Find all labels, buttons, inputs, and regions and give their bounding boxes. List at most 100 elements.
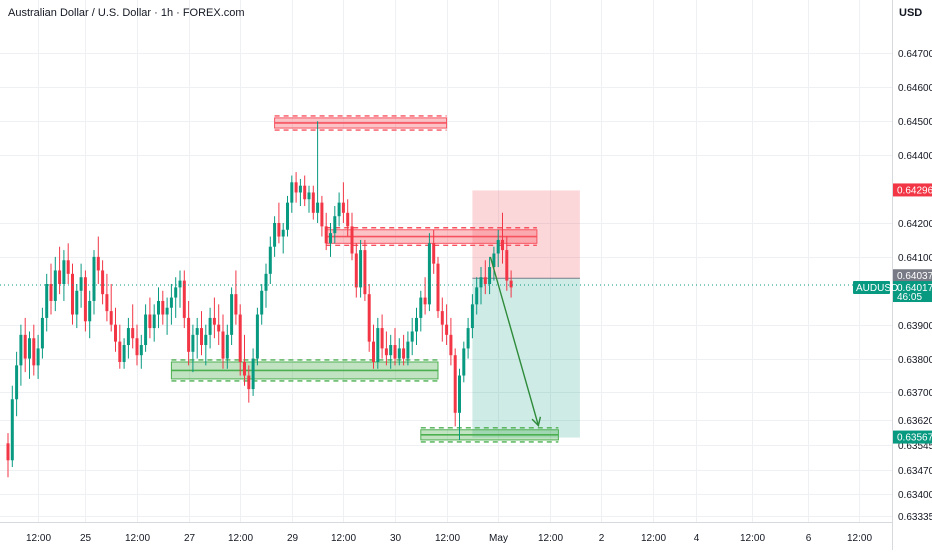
candle-body — [372, 341, 375, 362]
candle-body — [217, 324, 221, 332]
candle — [49, 263, 53, 315]
candle-body — [427, 243, 431, 305]
candle — [71, 263, 74, 325]
candle — [316, 121, 320, 223]
time-tick-label: 27 — [184, 533, 196, 544]
candle — [419, 290, 423, 332]
candle-body — [311, 192, 315, 213]
time-tick-label: 12:00 — [641, 533, 666, 544]
candle — [333, 206, 337, 244]
time-tick-label: 12:00 — [847, 533, 872, 544]
candle — [402, 334, 406, 366]
candle — [161, 290, 165, 325]
time-tick-label: 25 — [80, 533, 92, 544]
candle — [126, 317, 130, 359]
candle — [449, 317, 453, 366]
price-tick-label: 0.63800 — [898, 355, 932, 366]
candle — [376, 317, 380, 369]
candle — [195, 317, 199, 359]
candle-body — [165, 307, 169, 315]
candle-body — [320, 202, 324, 227]
take-profit-zone[interactable] — [472, 278, 580, 438]
projection-arrow-head — [531, 416, 542, 427]
candle — [320, 195, 324, 237]
candle — [479, 267, 483, 305]
candle — [75, 284, 79, 329]
price-tag-value: 0.64017 — [897, 283, 932, 294]
candle-body — [264, 273, 268, 291]
price-tick-label: 0.63335 — [898, 512, 932, 523]
candle — [243, 334, 246, 386]
candle — [238, 304, 242, 376]
candle — [462, 341, 466, 383]
overlays[interactable] — [0, 256, 892, 427]
candle-body — [423, 297, 427, 305]
candle — [359, 239, 363, 298]
candle — [118, 324, 122, 369]
price-tick-label: 0.64100 — [898, 253, 932, 264]
candle — [174, 277, 178, 318]
resistance-zone[interactable] — [274, 115, 448, 131]
candle — [384, 331, 388, 366]
candle — [169, 284, 173, 325]
price-countdown: 46:05 — [897, 292, 922, 303]
support-zone[interactable] — [170, 359, 439, 382]
candle — [260, 284, 264, 325]
price-axis[interactable]: 0.64700 0.64600 0.64500 0.64400 0.64200 0.641… — [898, 49, 932, 523]
time-tick-label: May — [489, 533, 508, 544]
candle — [225, 324, 229, 369]
candle-body — [415, 317, 418, 332]
candle-body — [114, 324, 117, 342]
time-axis[interactable]: 12:00 25 12:00 27 12:00 29 12:00 30 12:00 May 12:0… — [26, 533, 872, 544]
candle-body — [393, 345, 397, 359]
price-tick-label: 0.63700 — [898, 388, 932, 399]
candle — [264, 263, 268, 308]
candle-body — [79, 277, 83, 291]
candle — [303, 175, 307, 207]
candle-body — [350, 226, 354, 254]
candle-body — [384, 348, 388, 356]
support-zone[interactable] — [420, 427, 559, 443]
candle-body — [363, 250, 367, 295]
candle-body — [195, 328, 199, 335]
candle-body — [109, 311, 113, 325]
time-tick-label: 6 — [806, 533, 812, 544]
candle-body — [174, 287, 178, 298]
candle-body — [139, 345, 143, 356]
price-tag: 0.64037 — [893, 269, 932, 283]
stop-loss-zone[interactable] — [472, 190, 580, 279]
candle-body — [71, 273, 74, 315]
currency-label: USD — [899, 7, 922, 19]
candle-body — [273, 222, 277, 247]
candle — [204, 324, 208, 366]
candle — [380, 314, 384, 359]
candle-body — [255, 314, 259, 359]
candle-body — [389, 345, 393, 356]
candle — [28, 331, 31, 379]
candle — [152, 304, 156, 342]
candle-body — [290, 182, 294, 203]
candle — [45, 273, 49, 332]
candle-body — [191, 334, 195, 352]
candle — [139, 334, 143, 369]
drawing-zones[interactable] — [170, 115, 580, 443]
candle — [6, 433, 10, 478]
resistance-zone[interactable] — [325, 227, 538, 247]
candle — [144, 304, 148, 352]
candle-body — [445, 324, 449, 335]
candle — [505, 236, 509, 291]
candle — [346, 199, 350, 237]
candle-body — [131, 328, 135, 339]
projection-arrow-line[interactable] — [489, 256, 540, 426]
candle — [406, 331, 410, 366]
candle-body — [316, 202, 320, 213]
candle-body — [10, 399, 14, 461]
candle — [165, 297, 169, 335]
candle-body — [260, 290, 264, 315]
candle — [475, 277, 479, 315]
candle — [268, 236, 272, 284]
candle-body — [118, 341, 122, 362]
candle — [458, 368, 461, 440]
